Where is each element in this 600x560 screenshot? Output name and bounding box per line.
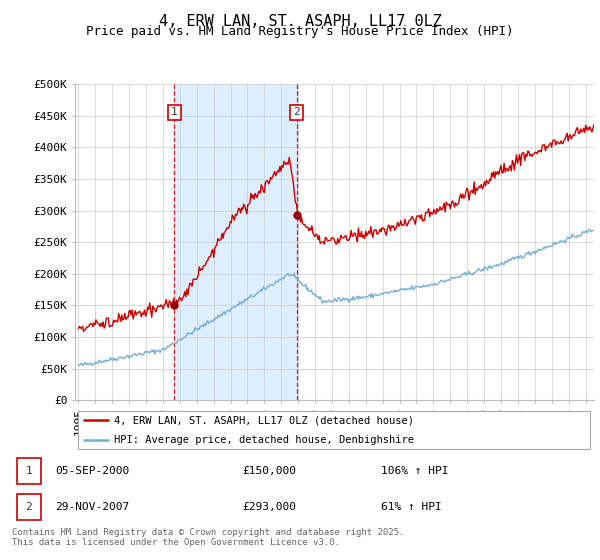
Text: £150,000: £150,000 bbox=[242, 466, 296, 476]
Text: 05-SEP-2000: 05-SEP-2000 bbox=[55, 466, 130, 476]
Text: Price paid vs. HM Land Registry's House Price Index (HPI): Price paid vs. HM Land Registry's House … bbox=[86, 25, 514, 38]
Text: 2: 2 bbox=[293, 108, 300, 118]
Bar bbox=[175, 84, 296, 400]
Text: HPI: Average price, detached house, Denbighshire: HPI: Average price, detached house, Denb… bbox=[114, 435, 414, 445]
Text: £293,000: £293,000 bbox=[242, 502, 296, 512]
FancyBboxPatch shape bbox=[17, 494, 41, 520]
Text: 1: 1 bbox=[25, 466, 32, 476]
Text: 61% ↑ HPI: 61% ↑ HPI bbox=[380, 502, 442, 512]
Text: 4, ERW LAN, ST. ASAPH, LL17 0LZ: 4, ERW LAN, ST. ASAPH, LL17 0LZ bbox=[158, 14, 442, 29]
FancyBboxPatch shape bbox=[17, 459, 41, 484]
FancyBboxPatch shape bbox=[77, 411, 590, 449]
Text: 106% ↑ HPI: 106% ↑ HPI bbox=[380, 466, 448, 476]
Text: 29-NOV-2007: 29-NOV-2007 bbox=[55, 502, 130, 512]
Text: Contains HM Land Registry data © Crown copyright and database right 2025.
This d: Contains HM Land Registry data © Crown c… bbox=[12, 528, 404, 547]
Text: 1: 1 bbox=[171, 108, 178, 118]
Text: 2: 2 bbox=[25, 502, 32, 512]
Text: 4, ERW LAN, ST. ASAPH, LL17 0LZ (detached house): 4, ERW LAN, ST. ASAPH, LL17 0LZ (detache… bbox=[114, 415, 414, 425]
